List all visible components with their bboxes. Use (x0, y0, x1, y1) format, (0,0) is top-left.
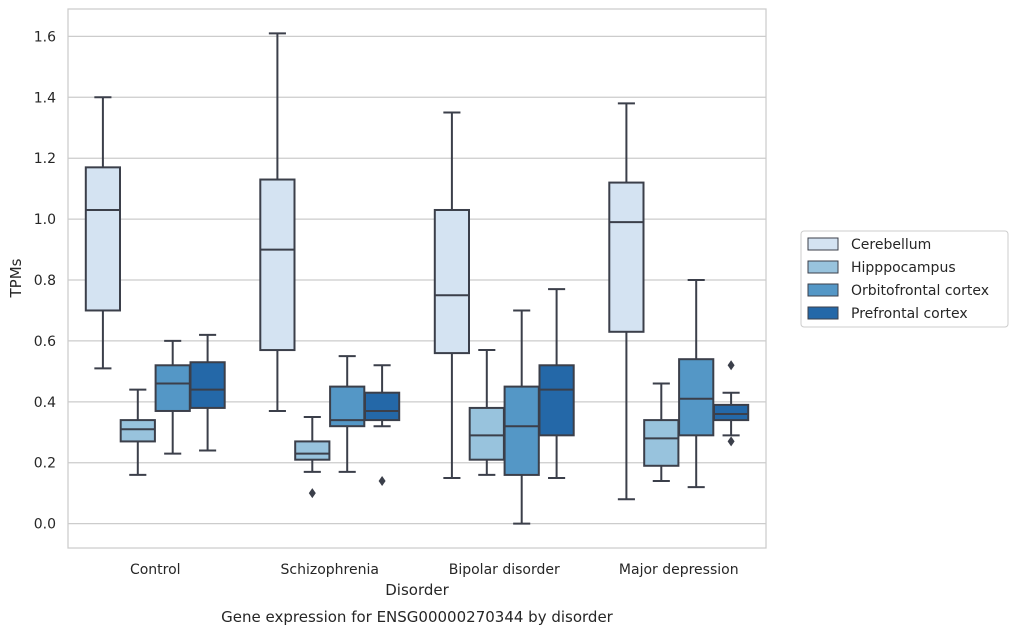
legend-swatch (807, 283, 839, 297)
y-tick-label: 0.0 (34, 517, 56, 533)
box-body (678, 358, 715, 437)
x-tick-labels: Control Schizophrenia Bipolar disorder Majo… (130, 562, 739, 578)
y-tick-label: 0.8 (34, 273, 56, 289)
box-body (538, 364, 575, 437)
box-cerebellum (259, 32, 296, 412)
box-prefrontal-cortex (712, 360, 750, 447)
x-tick-label: Control (130, 562, 181, 578)
x-axis-title: Disorder (385, 581, 449, 599)
box-orbitofrontal-cortex (154, 339, 191, 455)
box-cerebellum (433, 111, 471, 479)
outlier-point (308, 488, 316, 499)
box-prefrontal-cortex (189, 333, 226, 452)
box-body (433, 208, 471, 355)
box-cerebellum (608, 102, 645, 501)
legend: Cerebellum Hipppocampus Orbitofrontal cort… (800, 230, 1009, 328)
legend-swatch (807, 306, 839, 320)
box-body (259, 178, 296, 352)
y-tick-label: 1.0 (34, 212, 56, 228)
x-tick-label: Major depression (619, 562, 739, 578)
box-body (294, 440, 331, 461)
y-axis-title: TPMs (7, 258, 25, 298)
box-prefrontal-cortex (538, 288, 575, 479)
legend-swatch (807, 260, 839, 274)
y-tick-label: 1.2 (34, 151, 56, 167)
box-body (84, 166, 122, 312)
y-tick-label: 0.4 (34, 395, 56, 411)
outlier-point (378, 476, 386, 487)
y-tick-label: 0.2 (34, 456, 56, 472)
x-tick-label: Schizophrenia (281, 562, 379, 578)
box-body (189, 361, 226, 409)
box-orbitofrontal-cortex (678, 279, 715, 489)
legend-label: Cerebellum (851, 237, 931, 253)
legend-label: Prefrontal cortex (851, 306, 968, 322)
x-tick-label: Bipolar disorder (449, 562, 560, 578)
y-tick-label: 1.4 (34, 90, 56, 106)
legend-label: Orbitofrontal cortex (851, 283, 989, 299)
box-body (643, 419, 680, 467)
box-body (363, 391, 401, 422)
box-hipppocampus (294, 416, 331, 499)
outlier-point (727, 360, 735, 371)
box-hipppocampus (119, 388, 156, 476)
legend-frame (800, 230, 1009, 328)
y-tick-label: 1.6 (34, 29, 56, 45)
legend-swatch (807, 237, 839, 251)
box-hipppocampus (643, 382, 680, 483)
box-series (84, 32, 750, 525)
box-body (608, 181, 645, 333)
box-body (468, 406, 505, 461)
chart-caption: Gene expression for ENSG00000270344 by d… (221, 608, 614, 626)
y-tick-label: 0.6 (34, 334, 56, 350)
y-tick-labels: 0.0 0.2 0.4 0.6 0.8 1.0 1.2 1.4 1.6 (34, 29, 56, 532)
box-body (712, 403, 750, 422)
box-body (119, 419, 156, 443)
legend-label: Hipppocampus (851, 260, 956, 276)
outlier-point (727, 436, 735, 447)
plot-frame (67, 8, 767, 549)
box-body (503, 385, 540, 476)
box-prefrontal-cortex (363, 364, 401, 487)
box-cerebellum (84, 96, 122, 370)
box-body (154, 364, 191, 412)
